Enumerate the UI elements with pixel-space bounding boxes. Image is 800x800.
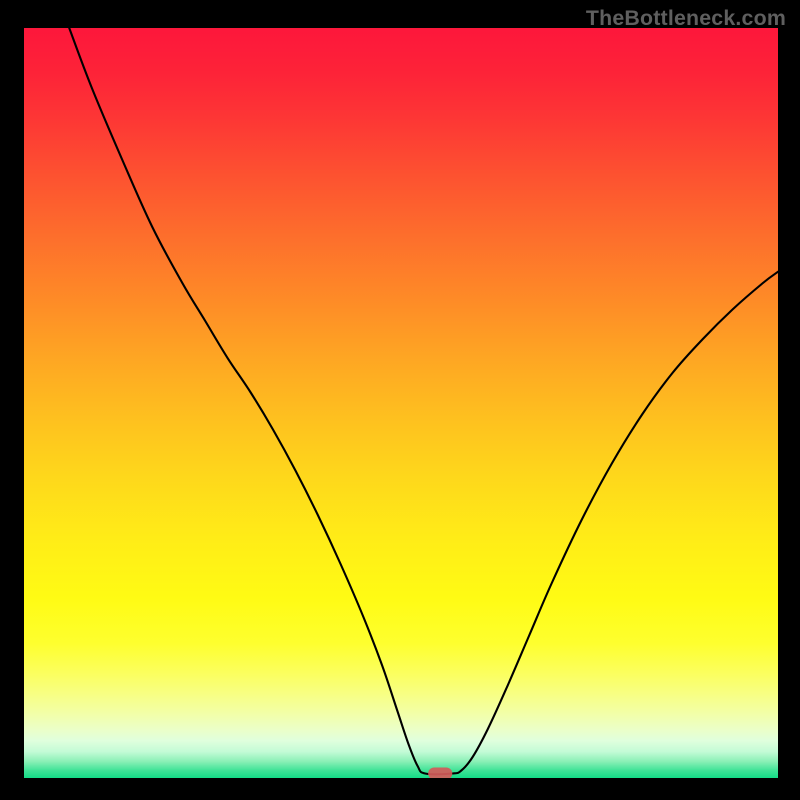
gradient-background	[24, 28, 778, 778]
plot-area	[24, 28, 778, 778]
plot-svg	[24, 28, 778, 778]
chart-stage: TheBottleneck.com	[0, 0, 800, 800]
trough-marker	[428, 768, 452, 779]
